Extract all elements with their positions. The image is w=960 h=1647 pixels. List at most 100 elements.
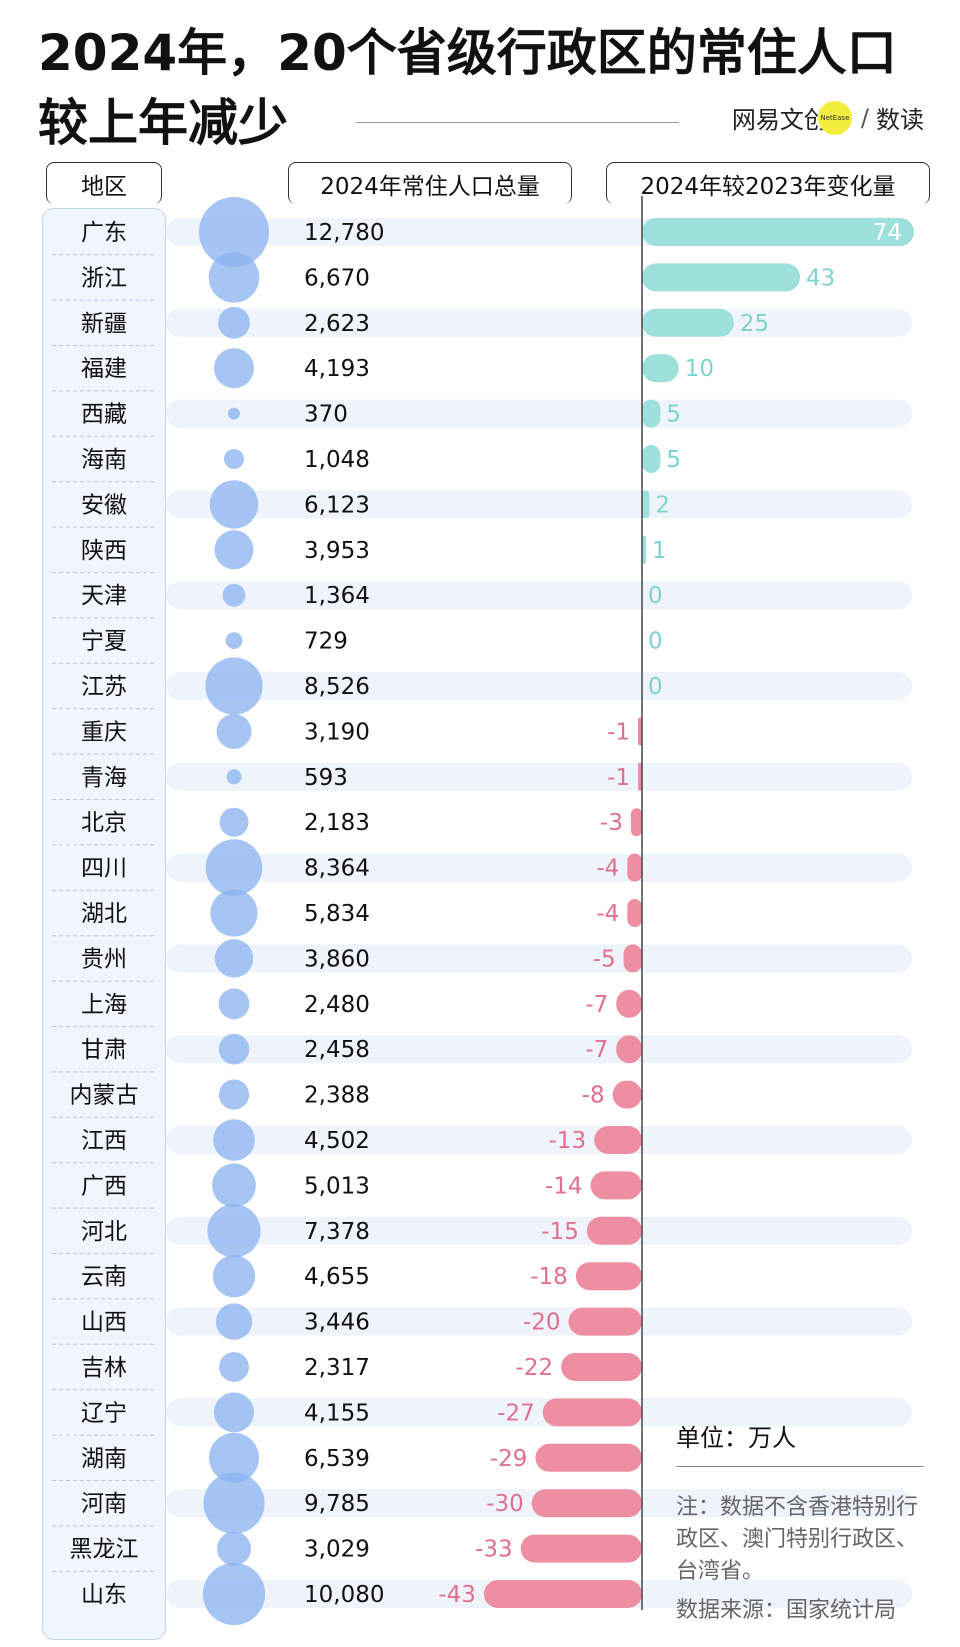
change-bar bbox=[638, 717, 642, 746]
change-label: -14 bbox=[545, 1173, 583, 1199]
population-bubble bbox=[218, 988, 250, 1020]
population-bubble bbox=[222, 583, 246, 607]
population-label: 1,364 bbox=[304, 583, 370, 609]
region-label: 江苏 bbox=[81, 674, 127, 700]
change-label: -29 bbox=[490, 1446, 528, 1472]
change-label: -4 bbox=[596, 856, 619, 882]
population-label: 3,953 bbox=[304, 538, 370, 564]
region-label: 福建 bbox=[81, 356, 127, 382]
change-bar bbox=[590, 1171, 642, 1200]
brand-name: 网易文创 bbox=[731, 106, 828, 134]
change-bar bbox=[627, 853, 642, 882]
region-column bbox=[42, 208, 166, 1640]
population-label: 9,785 bbox=[304, 1491, 370, 1517]
change-label: -1 bbox=[607, 719, 630, 745]
change-label: -20 bbox=[523, 1310, 561, 1336]
population-label: 6,123 bbox=[304, 492, 370, 518]
change-bar bbox=[616, 989, 642, 1018]
population-bubble bbox=[205, 839, 263, 896]
change-label: -30 bbox=[486, 1491, 524, 1517]
region-label: 陕西 bbox=[81, 538, 127, 564]
row-stripe bbox=[166, 1307, 912, 1336]
population-bubble bbox=[218, 306, 250, 339]
change-label: -1 bbox=[607, 765, 630, 791]
population-label: 8,526 bbox=[304, 674, 370, 700]
population-bubble bbox=[217, 1531, 251, 1566]
population-label: 4,155 bbox=[304, 1400, 370, 1426]
change-bar bbox=[535, 1443, 642, 1472]
region-label: 黑龙江 bbox=[70, 1537, 139, 1563]
row-stripe bbox=[166, 1216, 912, 1245]
region-label: 湖北 bbox=[81, 901, 127, 927]
region-label: 上海 bbox=[81, 992, 127, 1018]
region-label: 云南 bbox=[81, 1264, 127, 1290]
region-label: 贵州 bbox=[81, 946, 127, 972]
region-label: 辽宁 bbox=[81, 1400, 127, 1426]
population-label: 593 bbox=[304, 765, 348, 791]
population-bubble bbox=[214, 939, 254, 978]
population-label: 4,655 bbox=[304, 1264, 370, 1290]
change-bar bbox=[586, 1216, 642, 1245]
row-stripe bbox=[166, 853, 912, 882]
change-label: 43 bbox=[806, 265, 835, 291]
change-bar bbox=[642, 535, 646, 564]
population-bubble bbox=[212, 1163, 256, 1208]
region-label: 宁夏 bbox=[81, 629, 127, 655]
population-label: 4,193 bbox=[304, 356, 370, 382]
row-stripe bbox=[166, 581, 912, 610]
header-region: 地区 bbox=[46, 162, 162, 204]
change-bar bbox=[612, 1080, 642, 1109]
region-label: 广东 bbox=[81, 220, 127, 246]
population-bubble bbox=[214, 530, 254, 570]
region-label: 山西 bbox=[81, 1310, 127, 1336]
change-bar bbox=[483, 1580, 642, 1608]
brand-suffix: 数读 bbox=[876, 106, 924, 134]
change-label: -8 bbox=[582, 1083, 605, 1109]
row-stripe bbox=[166, 1398, 912, 1427]
population-bubble bbox=[202, 1562, 266, 1626]
change-label: 1 bbox=[652, 538, 667, 564]
brand-dot-icon: NetEase bbox=[817, 100, 852, 135]
change-label: -13 bbox=[549, 1128, 587, 1154]
population-bubble bbox=[207, 1204, 261, 1258]
region-label: 河南 bbox=[81, 1491, 127, 1517]
change-label: 0 bbox=[648, 629, 663, 655]
population-bubble bbox=[214, 348, 254, 389]
population-label: 7,378 bbox=[304, 1219, 370, 1245]
change-label: 2 bbox=[655, 492, 670, 518]
chart-title-line-1: 2024年，20个省级行政区的常住人口 bbox=[38, 24, 897, 82]
population-bubble bbox=[216, 713, 252, 749]
change-label: 74 bbox=[873, 220, 902, 246]
change-bar bbox=[642, 354, 679, 383]
brand-slash: / bbox=[860, 103, 869, 132]
change-bar bbox=[642, 490, 650, 519]
population-bubble bbox=[213, 1119, 255, 1161]
row-stripe bbox=[166, 1035, 912, 1064]
brand-logo: 网易文创 NetEase / 数读 bbox=[732, 100, 924, 135]
change-bar bbox=[642, 308, 734, 337]
population-label: 2,183 bbox=[304, 810, 370, 836]
population-label: 370 bbox=[304, 402, 348, 428]
region-label: 广西 bbox=[81, 1173, 127, 1199]
unit-divider bbox=[676, 1466, 924, 1467]
population-label: 2,623 bbox=[304, 311, 370, 337]
population-bubble bbox=[224, 449, 244, 469]
population-bubble bbox=[219, 1352, 249, 1382]
region-label: 新疆 bbox=[81, 311, 127, 337]
change-bar bbox=[642, 399, 661, 428]
header-population: 2024年常住人口总量 bbox=[288, 162, 572, 204]
change-bar bbox=[542, 1398, 642, 1427]
change-label: -15 bbox=[541, 1219, 579, 1245]
region-label: 湖南 bbox=[81, 1446, 127, 1472]
change-bar bbox=[642, 263, 801, 292]
change-label: 5 bbox=[666, 447, 681, 473]
population-label: 6,539 bbox=[304, 1446, 370, 1472]
region-label: 浙江 bbox=[81, 265, 127, 291]
change-label: -4 bbox=[596, 901, 619, 927]
change-label: -5 bbox=[593, 946, 616, 972]
change-label: -22 bbox=[516, 1355, 554, 1381]
change-label: 0 bbox=[648, 583, 663, 609]
row-stripe bbox=[166, 762, 912, 791]
change-label: -33 bbox=[475, 1537, 513, 1563]
population-label: 2,388 bbox=[304, 1083, 370, 1109]
